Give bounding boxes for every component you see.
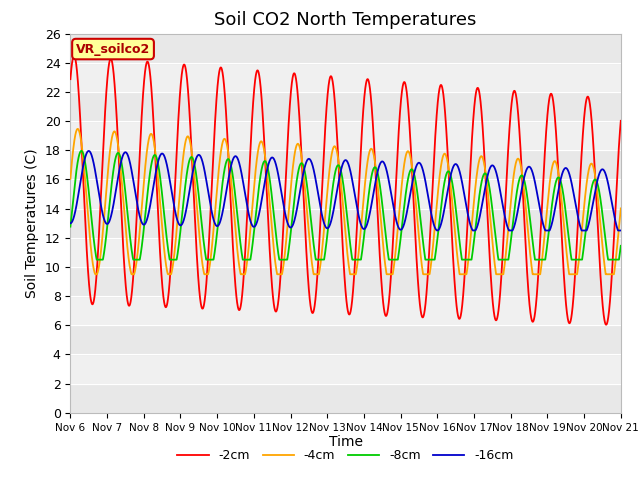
-4cm [92, 271, 99, 277]
-4cm [185, 134, 193, 140]
-4cm [74, 126, 81, 132]
Legend: -2cm, -4cm, -8cm, -16cm: -2cm, -4cm, -8cm, -16cm [172, 444, 519, 467]
-2cm [184, 94, 192, 99]
-2cm [565, 319, 573, 325]
Y-axis label: Soil Temperatures (C): Soil Temperatures (C) [25, 148, 39, 298]
-8cm [221, 167, 228, 173]
-8cm [93, 257, 100, 263]
Line: -16cm: -16cm [70, 151, 621, 230]
Bar [70, 92, 621, 121]
-4cm [565, 269, 573, 275]
-16cm [184, 194, 192, 200]
-2cm [220, 85, 228, 91]
-8cm [399, 210, 407, 216]
-2cm [617, 120, 625, 125]
-8cm [565, 236, 573, 241]
-2cm [67, 76, 74, 82]
-4cm [67, 176, 74, 181]
-16cm [565, 169, 573, 175]
-16cm [617, 228, 625, 233]
Bar [70, 63, 621, 92]
-8cm [617, 243, 625, 249]
Line: -8cm: -8cm [70, 151, 621, 260]
Bar [70, 384, 621, 413]
Text: VR_soilco2: VR_soilco2 [76, 43, 150, 56]
Line: -2cm: -2cm [70, 56, 621, 324]
-16cm [399, 223, 407, 229]
-2cm [409, 187, 417, 192]
-16cm [67, 220, 74, 226]
-2cm [617, 118, 625, 124]
-8cm [617, 244, 625, 250]
-8cm [77, 148, 85, 154]
Bar [70, 150, 621, 180]
-16cm [617, 228, 625, 233]
X-axis label: Time: Time [328, 435, 363, 449]
-8cm [185, 161, 193, 167]
Bar [70, 209, 621, 238]
-16cm [220, 201, 228, 206]
-8cm [409, 168, 417, 174]
Bar [70, 325, 621, 354]
-4cm [409, 173, 417, 179]
-4cm [221, 136, 228, 142]
-2cm [602, 322, 610, 327]
-16cm [469, 228, 477, 233]
-4cm [399, 167, 407, 172]
-4cm [617, 205, 625, 211]
-16cm [409, 176, 417, 182]
Bar [70, 296, 621, 325]
-2cm [70, 53, 78, 59]
Line: -4cm: -4cm [70, 129, 621, 274]
Bar [70, 34, 621, 63]
Bar [70, 238, 621, 267]
-4cm [617, 207, 625, 213]
-2cm [399, 81, 407, 86]
Bar [70, 354, 621, 384]
Bar [70, 267, 621, 296]
-16cm [85, 148, 93, 154]
-8cm [67, 224, 74, 229]
Bar [70, 121, 621, 150]
Bar [70, 180, 621, 209]
Title: Soil CO2 North Temperatures: Soil CO2 North Temperatures [214, 11, 477, 29]
